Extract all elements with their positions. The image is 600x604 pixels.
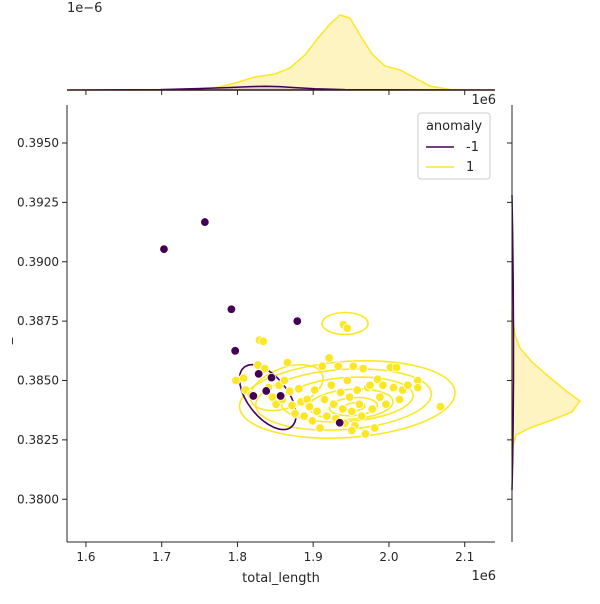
scatter-point xyxy=(365,380,375,390)
top-marginal-ticks xyxy=(85,90,466,95)
scatter-point xyxy=(310,385,320,395)
scatter-point xyxy=(285,386,295,396)
scatter-point xyxy=(312,406,322,417)
top-marginal-kde: 1e−6 xyxy=(66,1,496,95)
y-tick-label: 0.3825 xyxy=(17,433,59,447)
y-axis-label: _ xyxy=(0,337,14,345)
scatter-point xyxy=(275,391,286,401)
scatter-point xyxy=(287,400,297,411)
scatter-point xyxy=(253,369,264,379)
scatter-point xyxy=(335,418,345,428)
scatter-point xyxy=(258,336,268,347)
scatter-point xyxy=(335,387,346,398)
scatter-point xyxy=(381,399,391,409)
right-kde-fill-pos xyxy=(511,309,582,456)
scatter-point xyxy=(326,380,337,390)
scatter-point xyxy=(319,394,330,405)
y-tick-label: 0.3875 xyxy=(17,314,59,328)
scatter-point xyxy=(344,392,355,402)
x-axis-ticks: 1.6 1.7 1.8 1.9 2.0 2.1 xyxy=(76,542,474,564)
scatter-point xyxy=(375,392,385,402)
y-tick-label: 0.3925 xyxy=(17,195,59,209)
right-marginal-ticks xyxy=(507,142,512,500)
scatter-point xyxy=(360,429,371,439)
scatter-point xyxy=(328,399,339,409)
scatter-point xyxy=(279,375,290,386)
scatter-point xyxy=(372,374,383,385)
scatter-point xyxy=(369,423,380,433)
y-tick-label: 0.3850 xyxy=(17,374,59,388)
scatter-point xyxy=(322,411,332,421)
scatter-point xyxy=(238,373,249,383)
scatter-point xyxy=(266,372,277,383)
scatter-point xyxy=(435,401,446,412)
top-kde-fill-pos xyxy=(66,14,496,91)
scatter-point xyxy=(391,362,402,373)
scatter-point xyxy=(324,353,334,363)
scatter-point xyxy=(388,382,399,393)
scatter-point xyxy=(403,380,413,390)
scatter-point xyxy=(354,399,365,409)
scatter-point xyxy=(299,411,309,421)
x-axis-label: total_length xyxy=(242,571,320,586)
main-plot: 1.6 1.7 1.8 1.9 2.0 2.1 0.38000.38250.38500.3… xyxy=(0,93,496,586)
scatter-point xyxy=(317,361,327,371)
scatter-point xyxy=(342,375,352,386)
x-tick-label: 2.1 xyxy=(455,550,474,564)
kde-contour-pos xyxy=(321,311,369,336)
scatter-point xyxy=(261,386,271,396)
scatter-point xyxy=(358,363,368,374)
x-tick-label: 2.0 xyxy=(379,550,398,564)
scatter-point xyxy=(315,423,325,433)
legend-label-pos: 1 xyxy=(466,160,474,175)
scatter-point xyxy=(230,346,240,356)
scatter-point xyxy=(356,411,367,421)
scatter-point xyxy=(248,391,259,401)
x-tick-label: 1.8 xyxy=(228,550,247,564)
legend-title: anomaly xyxy=(426,119,482,134)
legend: anomaly -1 1 xyxy=(417,112,491,180)
scatter-point xyxy=(342,323,352,333)
scatter-point xyxy=(159,244,169,254)
x-tick-label: 1.6 xyxy=(76,550,95,564)
y-tick-label: 0.3900 xyxy=(17,255,59,269)
scatter-point xyxy=(292,316,302,326)
scatter-point xyxy=(290,409,300,419)
scatter-point xyxy=(378,380,388,390)
right-kde-line-neg xyxy=(511,194,515,491)
right-marginal-kde xyxy=(507,105,582,542)
scatter-point xyxy=(352,385,362,395)
scatter-point xyxy=(226,304,237,314)
scatter-points xyxy=(159,217,446,439)
scatter-point xyxy=(304,401,315,412)
scatter-point xyxy=(294,384,304,394)
x-scale-label: 1e6 xyxy=(471,569,496,584)
y-axis-ticks: 0.3800 0.3825 0.3850 0.3875 0.3900 0.3925 0.39… xyxy=(17,136,67,506)
legend-frame xyxy=(417,112,491,180)
scatter-point xyxy=(413,382,423,393)
scatter-point xyxy=(338,404,348,414)
y-tick-label: 0.3800 xyxy=(17,492,59,506)
legend-label-neg: -1 xyxy=(466,140,479,155)
x-tick-label: 1.9 xyxy=(304,550,323,564)
scatter-point xyxy=(282,357,293,368)
scatter-point xyxy=(347,406,357,417)
scatter-point xyxy=(307,416,318,426)
scatter-point xyxy=(367,404,377,414)
top-marginal-scale-label: 1e−6 xyxy=(67,1,102,16)
scatter-point xyxy=(394,394,405,405)
scatter-point xyxy=(348,361,359,371)
scatter-point xyxy=(333,361,343,371)
kde-contour-pos xyxy=(238,360,456,439)
scatter-point xyxy=(200,217,210,227)
y-tick-label: 0.3950 xyxy=(17,136,59,150)
scatter-point xyxy=(347,425,357,436)
y-scale-label: 1e6 xyxy=(471,93,496,108)
x-tick-label: 1.7 xyxy=(152,550,171,564)
scatter-point xyxy=(260,363,270,374)
